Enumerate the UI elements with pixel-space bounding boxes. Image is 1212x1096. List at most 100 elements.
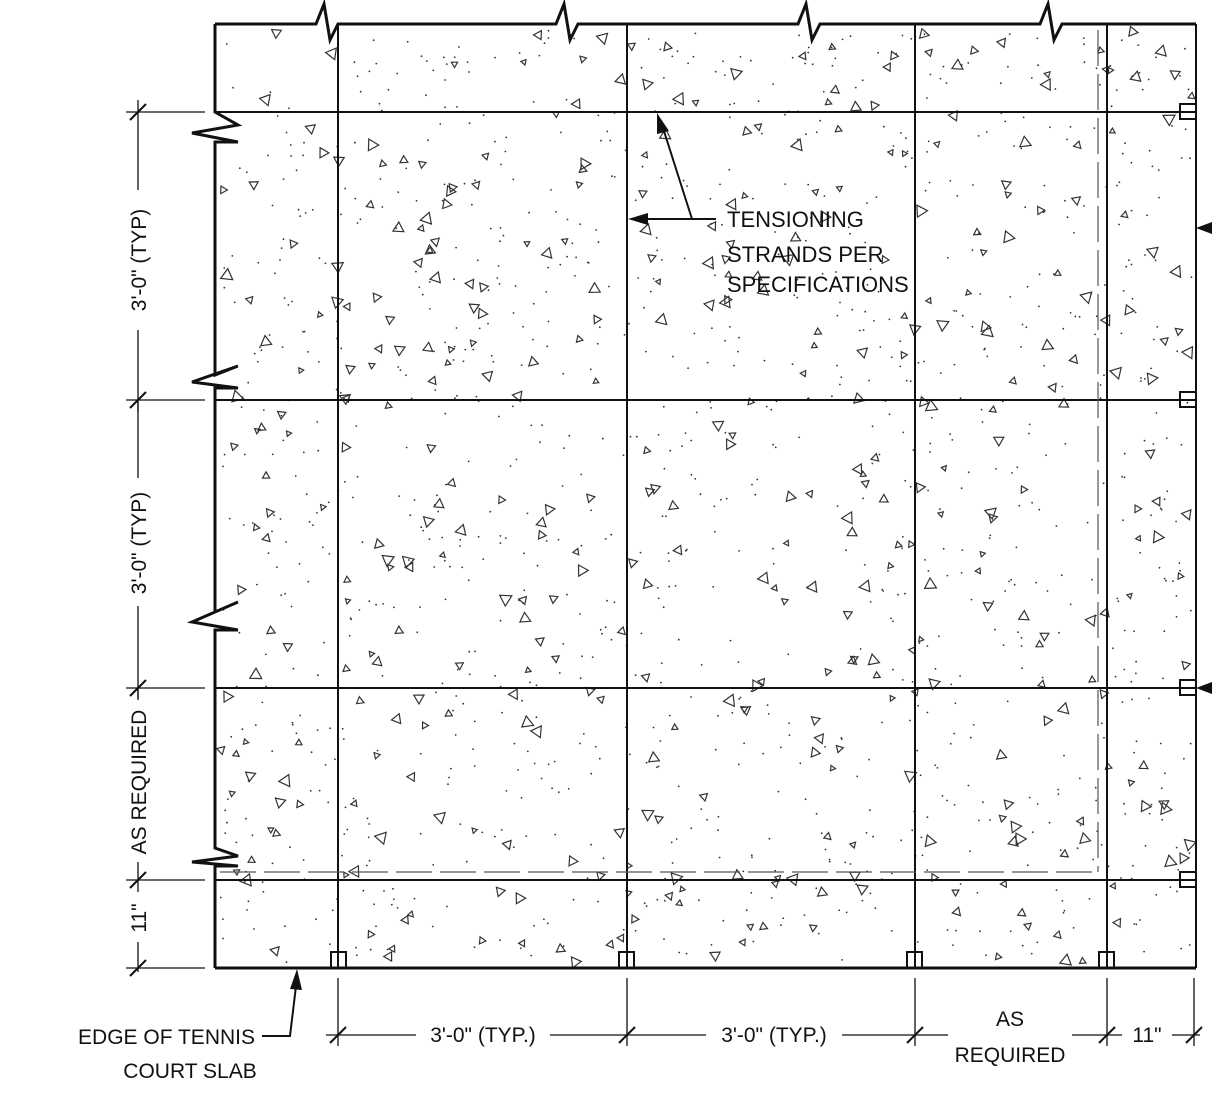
aggregate-dot bbox=[490, 354, 493, 357]
aggregate-dot bbox=[942, 65, 945, 68]
aggregate-dot bbox=[1009, 296, 1012, 298]
aggregate-dot bbox=[581, 655, 583, 658]
aggregate-dot bbox=[547, 266, 550, 269]
aggregate-dot bbox=[1122, 519, 1124, 522]
aggregate-dot bbox=[551, 787, 553, 790]
aggregate-dot bbox=[387, 88, 390, 91]
aggregate-dot bbox=[291, 723, 294, 726]
aggregate-triangle bbox=[860, 479, 870, 489]
aggregate-dot bbox=[1061, 385, 1064, 388]
aggregate-dot bbox=[436, 494, 438, 497]
aggregate-dot bbox=[1066, 216, 1069, 219]
aggregate-dot bbox=[233, 301, 236, 304]
aggregate-dot bbox=[1140, 377, 1142, 379]
aggregate-dot bbox=[1055, 525, 1058, 527]
aggregate-triangle bbox=[1007, 835, 1019, 847]
aggregate-dot bbox=[344, 187, 347, 190]
aggregate-dot bbox=[375, 603, 377, 606]
aggregate-dot bbox=[512, 846, 515, 848]
aggregate-dot bbox=[1011, 472, 1013, 474]
aggregate-dot bbox=[934, 668, 937, 670]
aggregate-dot bbox=[1095, 67, 1098, 70]
aggregate-dot bbox=[416, 631, 419, 634]
top-break-line bbox=[215, 0, 1196, 45]
aggregate-dot bbox=[303, 330, 306, 333]
aggregate-dot bbox=[938, 508, 941, 511]
aggregate-triangle bbox=[1151, 496, 1161, 507]
aggregate-triangle bbox=[425, 245, 434, 254]
aggregate-dot bbox=[1143, 950, 1145, 953]
aggregate-triangle bbox=[529, 724, 542, 739]
aggregate-dot bbox=[772, 547, 774, 550]
aggregate-dot bbox=[660, 259, 663, 261]
aggregate-dot bbox=[410, 397, 413, 400]
aggregate-triangle bbox=[412, 694, 426, 706]
aggregate-dot bbox=[671, 197, 674, 200]
aggregate-dot bbox=[431, 925, 434, 928]
aggregate-triangle bbox=[663, 41, 674, 52]
aggregate-triangle bbox=[835, 744, 845, 754]
aggregate-triangle bbox=[647, 750, 661, 763]
aggregate-triangle bbox=[770, 880, 780, 889]
aggregate-dot bbox=[1074, 315, 1077, 318]
aggregate-triangle bbox=[432, 811, 447, 825]
aggregate-dot bbox=[1031, 831, 1034, 834]
aggregate-dot bbox=[310, 751, 313, 754]
aggregate-dot bbox=[1139, 380, 1142, 382]
aggregate-triangle bbox=[810, 341, 819, 349]
aggregate-dot bbox=[1130, 263, 1133, 266]
aggregate-dot bbox=[1171, 124, 1173, 127]
aggregate-dot bbox=[535, 684, 538, 687]
aggregate-dot bbox=[904, 165, 907, 168]
aggregate-dot bbox=[1083, 43, 1085, 46]
aggregate-dot bbox=[382, 603, 385, 605]
aggregate-dot bbox=[1166, 490, 1169, 493]
aggregate-dot bbox=[1175, 846, 1178, 849]
aggregate-dot bbox=[724, 339, 726, 342]
aggregate-triangle bbox=[936, 510, 945, 519]
aggregate-dot bbox=[461, 566, 464, 569]
aggregate-dot bbox=[751, 856, 753, 859]
aggregate-dot bbox=[445, 63, 448, 65]
aggregate-triangle bbox=[519, 58, 527, 67]
tensioning-label-line3: SPECIFICATIONS bbox=[727, 272, 909, 297]
aggregate-dot bbox=[519, 947, 522, 950]
aggregate-triangle bbox=[616, 625, 627, 636]
aggregate-triangle bbox=[613, 827, 626, 840]
aggregate-dot bbox=[1147, 78, 1150, 81]
aggregate-dot bbox=[892, 620, 894, 623]
aggregate-dot bbox=[652, 726, 655, 729]
aggregate-dot bbox=[223, 453, 226, 456]
aggregate-dot bbox=[777, 253, 780, 256]
vdim-tick-4 bbox=[129, 871, 147, 889]
aggregate-triangle bbox=[349, 798, 358, 808]
aggregate-dot bbox=[500, 829, 503, 831]
aggregate-dot bbox=[899, 340, 902, 343]
aggregate-dot bbox=[422, 529, 425, 532]
aggregate-dot bbox=[289, 144, 292, 146]
aggregate-dot bbox=[348, 634, 351, 637]
aggregate-dot bbox=[1163, 630, 1166, 633]
aggregate-dot bbox=[459, 823, 462, 825]
aggregate-triangle bbox=[918, 635, 925, 643]
aggregate-dot bbox=[911, 681, 914, 683]
aggregate-dot bbox=[1159, 742, 1162, 745]
aggregate-dot bbox=[722, 60, 724, 63]
aggregate-dot bbox=[545, 540, 548, 542]
aggregate-dot bbox=[499, 619, 502, 622]
aggregate-triangle bbox=[770, 583, 778, 592]
aggregate-dot bbox=[1116, 184, 1118, 187]
aggregate-triangle bbox=[527, 355, 540, 367]
aggregate-triangle bbox=[365, 199, 375, 209]
aggregate-dot bbox=[473, 946, 476, 949]
aggregate-dot bbox=[926, 97, 928, 99]
aggregate-triangle bbox=[900, 311, 909, 320]
aggregate-dot bbox=[737, 350, 739, 353]
aggregate-dot bbox=[264, 653, 267, 656]
aggregate-dot bbox=[1139, 919, 1141, 921]
aggregate-dot bbox=[926, 816, 929, 819]
aggregate-dot bbox=[456, 106, 458, 108]
aggregate-triangle bbox=[244, 295, 254, 305]
aggregate-dot bbox=[714, 70, 717, 73]
aggregate-triangle bbox=[1079, 831, 1092, 845]
